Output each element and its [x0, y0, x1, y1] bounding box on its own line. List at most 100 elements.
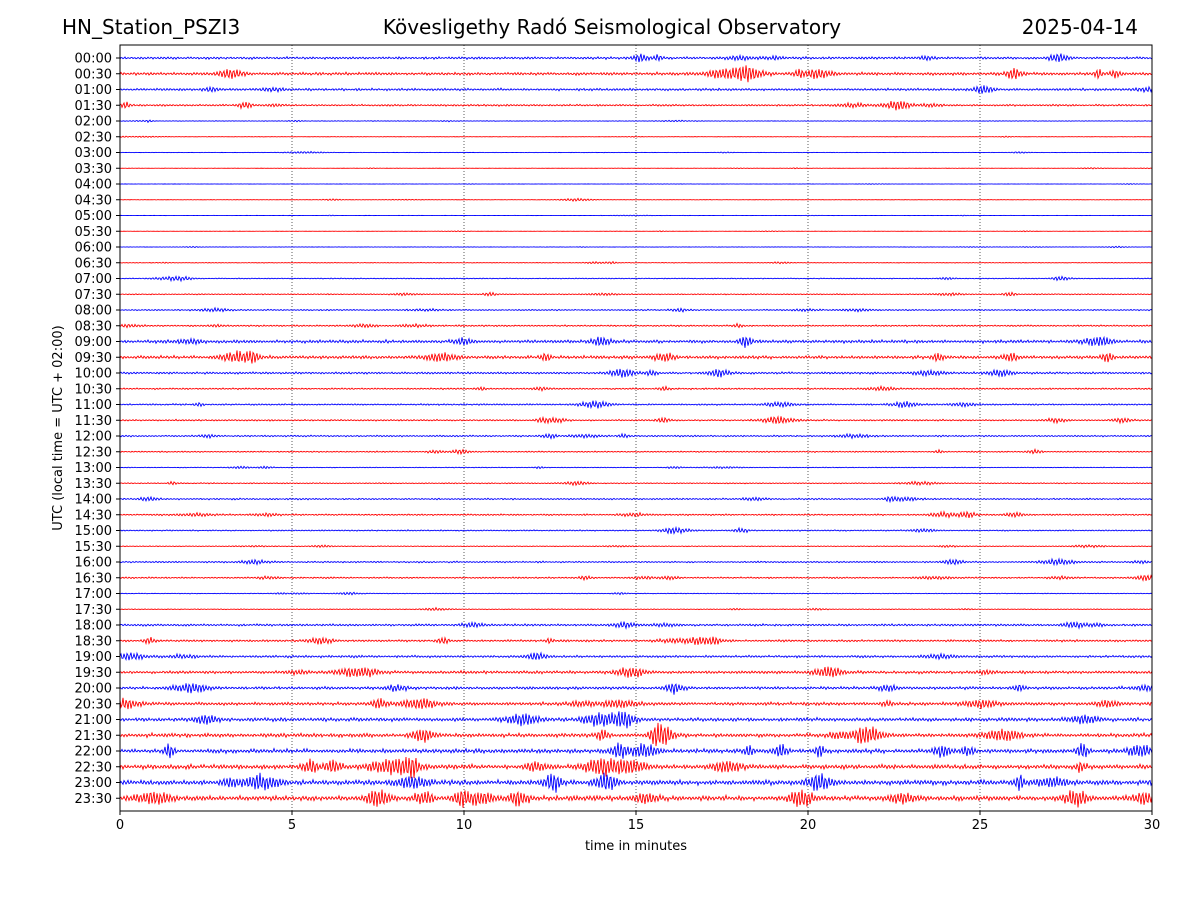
x-axis-label: time in minutes: [585, 839, 687, 854]
trace-line: [119, 322, 1153, 329]
row-time-label: 11:00: [75, 398, 112, 413]
trace-line: [119, 465, 1153, 470]
row-time-label: 09:30: [75, 351, 112, 366]
x-tick-label: 20: [800, 818, 817, 833]
row-time-label: 05:30: [75, 225, 112, 240]
trace-line: [119, 350, 1153, 364]
row-time-label: 09:00: [75, 335, 112, 350]
row-time-label: 14:00: [75, 493, 112, 508]
trace-line: [119, 620, 1153, 630]
row-time-label: 05:00: [75, 209, 112, 224]
y-axis-label: UTC (local time = UTC + 02:00): [51, 325, 66, 530]
row-time-label: 20:00: [75, 682, 112, 697]
x-tick-label: 5: [288, 818, 296, 833]
row-time-label: 00:30: [75, 67, 112, 82]
trace-line: [119, 722, 1153, 747]
trace-line: [119, 306, 1153, 313]
trace-line: [119, 697, 1153, 710]
row-time-label: 01:00: [75, 83, 112, 98]
trace-line: [119, 557, 1153, 567]
row-time-label: 21:30: [75, 729, 112, 744]
row-time-label: 14:30: [75, 508, 112, 523]
chart-title: Kövesligethy Radó Seismological Observat…: [382, 15, 842, 39]
trace-line: [119, 53, 1153, 63]
row-time-label: 01:30: [75, 99, 112, 114]
trace-line: [119, 636, 1153, 646]
row-time-label: 03:00: [75, 146, 112, 161]
row-time-label: 17:00: [75, 587, 112, 602]
trace-line: [119, 544, 1153, 549]
row-time-label: 13:00: [75, 461, 112, 476]
row-time-label: 04:30: [75, 193, 112, 208]
row-time-label: 19:00: [75, 650, 112, 665]
row-time-label: 11:30: [75, 414, 112, 429]
trace-line: [119, 666, 1153, 678]
trace-line: [119, 683, 1153, 695]
trace-line: [119, 135, 1152, 138]
trace-line: [119, 525, 1153, 535]
row-time-label: 15:00: [75, 524, 112, 539]
trace-line: [119, 432, 1153, 440]
trace-line: [119, 756, 1153, 779]
x-tick-label: 15: [628, 818, 645, 833]
trace-line: [119, 480, 1153, 487]
trace-line: [119, 167, 1153, 170]
row-time-label: 00:00: [75, 52, 112, 67]
trace-line: [119, 510, 1153, 519]
trace-line: [119, 291, 1153, 297]
trace-line: [119, 772, 1153, 793]
row-time-label: 07:30: [75, 288, 112, 303]
row-time-label: 08:00: [75, 304, 112, 319]
trace-line: [119, 65, 1153, 83]
station-name: HN_Station_PSZI3: [62, 15, 241, 39]
trace-line: [119, 150, 1153, 154]
row-time-label: 18:30: [75, 634, 112, 649]
trace-line: [119, 448, 1153, 456]
row-time-label: 21:00: [75, 713, 112, 728]
trace-line: [119, 711, 1153, 729]
trace-line: [119, 384, 1153, 393]
row-time-label: 02:00: [75, 115, 112, 130]
row-time-label: 16:00: [75, 556, 112, 571]
row-time-label: 18:00: [75, 619, 112, 634]
trace-line: [119, 101, 1153, 111]
row-time-label: 20:30: [75, 697, 112, 712]
row-time-label: 10:30: [75, 382, 112, 397]
row-time-label: 03:30: [75, 162, 112, 177]
row-time-label: 06:00: [75, 241, 112, 256]
trace-line: [119, 183, 1153, 185]
row-time-label: 19:30: [75, 666, 112, 681]
trace-line: [119, 574, 1153, 582]
row-time-label: 22:30: [75, 760, 112, 775]
trace-line: [119, 591, 1153, 596]
trace-line: [119, 368, 1153, 378]
row-time-label: 22:00: [75, 745, 112, 760]
row-time-label: 04:00: [75, 178, 112, 193]
row-time-label: 15:30: [75, 540, 112, 555]
row-time-label: 12:30: [75, 445, 112, 460]
x-tick-label: 0: [116, 818, 124, 833]
trace-line: [119, 230, 1153, 233]
chart-date: 2025-04-14: [1021, 15, 1138, 39]
x-tick-label: 30: [1144, 818, 1161, 833]
x-tick-label: 10: [456, 818, 473, 833]
row-time-label: 13:30: [75, 477, 112, 492]
row-time-label: 08:30: [75, 319, 112, 334]
row-time-label: 06:30: [75, 256, 112, 271]
row-time-label: 23:00: [75, 776, 112, 791]
trace-line: [119, 214, 1153, 217]
trace-line: [119, 260, 1153, 265]
trace-line: [119, 245, 1153, 249]
trace-line: [119, 789, 1153, 808]
row-time-label: 23:30: [75, 792, 112, 807]
row-time-label: 07:00: [75, 272, 112, 287]
trace-line: [119, 85, 1153, 94]
trace-line: [119, 275, 1153, 283]
trace-line: [119, 415, 1153, 425]
x-tick-label: 25: [972, 818, 989, 833]
row-time-label: 12:00: [75, 430, 112, 445]
trace-line: [119, 606, 1153, 612]
trace-line: [119, 119, 1153, 124]
trace-line: [119, 197, 1153, 202]
